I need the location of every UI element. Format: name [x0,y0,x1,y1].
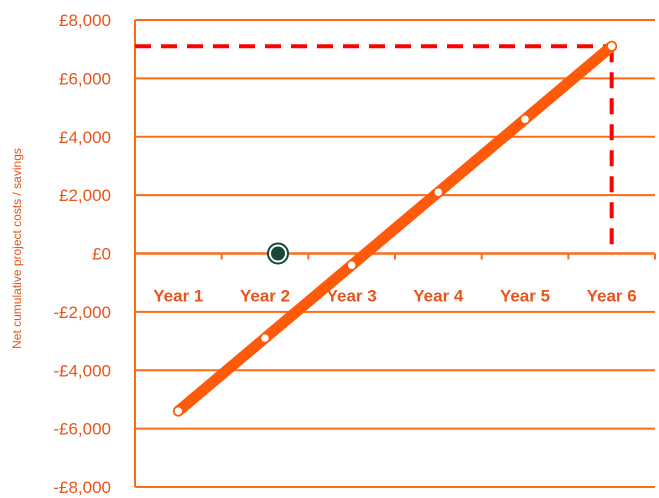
x-tick-label: Year 4 [413,287,464,306]
data-point [519,113,531,125]
y-tick-label: £6,000 [59,69,111,88]
x-tick-label: Year 6 [587,287,637,306]
x-tick-label: Year 5 [500,287,550,306]
y-axis-title: Net cumulative project costs / savings [10,148,24,349]
x-axis-tick-labels: Year 1 Year 2 Year 3 Year 4 Year 5 Year 6 [153,287,636,306]
x-tick-label: Year 1 [153,287,203,306]
series-line [172,40,618,417]
x-tick-label: Year 3 [327,287,377,306]
y-tick-label: £2,000 [59,186,111,205]
y-tick-label: £8,000 [59,11,111,30]
y-tick-label: -£8,000 [53,478,111,497]
data-point [433,186,444,198]
y-tick-label: -£6,000 [53,420,111,439]
break-even-marker [271,246,285,261]
y-tick-label: £0 [92,245,111,264]
data-point [173,405,184,417]
data-point [259,332,271,344]
y-axis-tick-labels: £8,000 £6,000 £4,000 £2,000 £0 -£2,000 -£4,000… [53,11,111,497]
y-tick-label: -£2,000 [53,303,111,322]
final-value-guides [135,44,614,254]
x-tick-label: Year 2 [240,287,290,306]
y-tick-label: -£4,000 [53,361,111,380]
y-tick-label: £4,000 [59,128,111,147]
data-point [606,41,617,52]
data-point [346,259,357,271]
series-group [172,40,618,417]
